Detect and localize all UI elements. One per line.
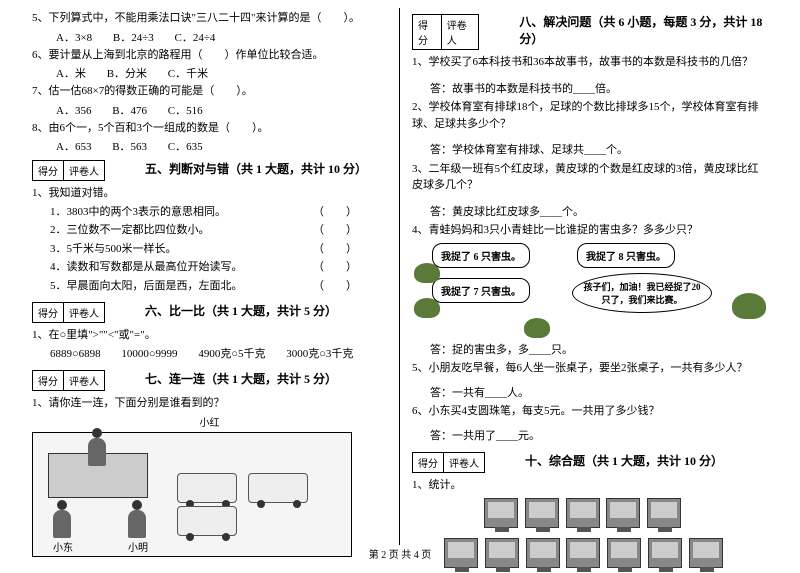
computer-icon xyxy=(566,498,600,528)
computer-icon xyxy=(525,498,559,528)
sec10-lead: 1、统计。 xyxy=(412,477,768,494)
score-box: 得分 评卷人 xyxy=(412,452,485,473)
section6-title: 六、比一比（共 1 大题，共计 5 分） xyxy=(145,302,337,319)
sec5-i3: 3．5千米与500米一样长。（ ） xyxy=(32,241,387,258)
frog-icon xyxy=(414,263,440,283)
r-q2-ans: 答：学校体育室有排球、足球共____个。 xyxy=(412,142,768,159)
r-q4-ans: 答：捉的害虫多，多____只。 xyxy=(412,342,768,359)
r-q2: 2、学校体育室有排球18个，足球的个数比排球多15个，学校体育室有排球、足球共多… xyxy=(412,99,768,132)
picture-box: 小东 小明 xyxy=(32,432,352,557)
q7: 7、估一估68×7的得数正确的可能是（ ）。 xyxy=(32,83,387,100)
q8: 8、由6个一，5个百和3个一组成的数是（ ）。 xyxy=(32,120,387,137)
q6: 6、要计量从上海到北京的路程用（ ）作单位比较合适。 xyxy=(32,47,387,64)
score-box: 得分 评卷人 xyxy=(412,14,479,50)
q6-options: A．米 B．分米 C．千米 xyxy=(32,65,387,81)
frog-icon xyxy=(414,298,440,318)
sec5-i1: 1．3803中的两个3表示的意思相同。（ ） xyxy=(32,204,387,221)
r-q6: 6、小东买4支圆珠笔，每支5元。一共用了多少钱？ xyxy=(412,403,768,420)
sec5-i5: 5．早晨面向太阳，后面是西，左面北。（ ） xyxy=(32,278,387,295)
computer-icon xyxy=(647,498,681,528)
r-q5-ans: 答：一共有____人。 xyxy=(412,385,768,402)
opt-c: C．24÷4 xyxy=(175,29,216,45)
score-box: 得分 评卷人 xyxy=(32,160,105,181)
q7-options: A．356 B．476 C．516 xyxy=(32,102,387,118)
sec6-lead: 1、在○里填">""<"或"="。 xyxy=(32,327,387,344)
person-icon xyxy=(88,438,106,466)
sec7-lead: 1、请你连一连，下面分别是谁看到的？ xyxy=(32,395,387,412)
q8-options: A．653 B．563 C．635 xyxy=(32,138,387,154)
sec6-row: 6889○6898 10000○9999 4900克○5千克 3000克○3千克 xyxy=(32,346,387,363)
opt-b: B．24÷3 xyxy=(113,29,154,45)
frogs-scene: 我捉了 6 只害虫。 我捉了 8 只害虫。 我捉了 7 只害虫。 孩子们，加油！… xyxy=(412,243,768,338)
r-q6-ans: 答：一共用了____元。 xyxy=(412,428,768,445)
person-icon xyxy=(128,510,146,538)
frog-mom-icon xyxy=(732,293,766,319)
opt-a: A．3×8 xyxy=(56,29,92,45)
computer-icon xyxy=(606,498,640,528)
person-icon xyxy=(53,510,71,538)
score-box: 得分 评卷人 xyxy=(32,370,105,391)
speech-bubble-oval: 孩子们，加油！我已经捉了20 只了，我们来比赛。 xyxy=(572,273,712,313)
bus-icon xyxy=(177,506,237,536)
section10-title: 十、综合题（共 1 大题，共计 10 分） xyxy=(525,452,723,469)
speech-bubble: 我捉了 6 只害虫。 xyxy=(432,243,530,268)
r-q1-ans: 答：故事书的本数是科技书的____倍。 xyxy=(412,81,768,98)
sec5-i2: 2．三位数不一定都比四位数小。（ ） xyxy=(32,222,387,239)
frog-icon xyxy=(524,318,550,338)
r-q3: 3、二年级一班有5个红皮球，黄皮球的个数是红皮球的3倍，黄皮球比红皮球多几个？ xyxy=(412,161,768,194)
bus-row xyxy=(173,473,351,539)
speech-bubble: 我捉了 8 只害虫。 xyxy=(577,243,675,268)
sec5-lead: 1、我知道对错。 xyxy=(32,185,387,202)
page-footer: 第 2 页 共 4 页 xyxy=(0,546,800,561)
computer-icon xyxy=(484,498,518,528)
r-q5: 5、小朋友吃早餐，每6人坐一张桌子，要坐2张桌子，一共有多少人？ xyxy=(412,360,768,377)
r-q3-ans: 答：黄皮球比红皮球多____个。 xyxy=(412,204,768,221)
section7-title: 七、连一连（共 1 大题，共计 5 分） xyxy=(145,370,337,387)
r-q4: 4、青蛙妈妈和3只小青蛙比一比谁捉的害虫多？多多少只？ xyxy=(412,222,768,239)
section5-title: 五、判断对与错（共 1 大题，共计 10 分） xyxy=(145,160,367,177)
sec5-i4: 4．读数和写数都是从最高位开始读写。（ ） xyxy=(32,259,387,276)
bus-icon xyxy=(248,473,308,503)
label-xiaohong: 小红 xyxy=(32,414,387,429)
bus-icon xyxy=(177,473,237,503)
speech-bubble: 我捉了 7 只害虫。 xyxy=(432,278,530,303)
section8-title: 八、解决问题（共 6 小题，每题 3 分，共计 18 分） xyxy=(519,13,768,47)
r-q1: 1、学校买了6本科技书和36本故事书，故事书的本数是科技书的几倍？ xyxy=(412,54,768,71)
q5-options: A．3×8 B．24÷3 C．24÷4 xyxy=(32,29,387,45)
score-box: 得分 评卷人 xyxy=(32,302,105,323)
q5: 5、下列算式中，不能用乘法口诀"三八二十四"来计算的是（ ）。 xyxy=(32,10,387,27)
